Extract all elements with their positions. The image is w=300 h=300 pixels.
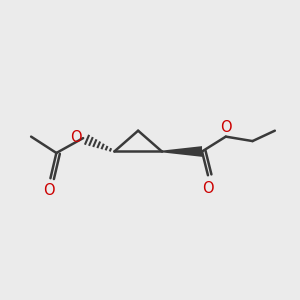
Text: O: O bbox=[43, 183, 55, 198]
Text: O: O bbox=[70, 130, 82, 145]
Text: O: O bbox=[220, 120, 232, 135]
Polygon shape bbox=[162, 146, 202, 157]
Text: O: O bbox=[202, 181, 214, 196]
